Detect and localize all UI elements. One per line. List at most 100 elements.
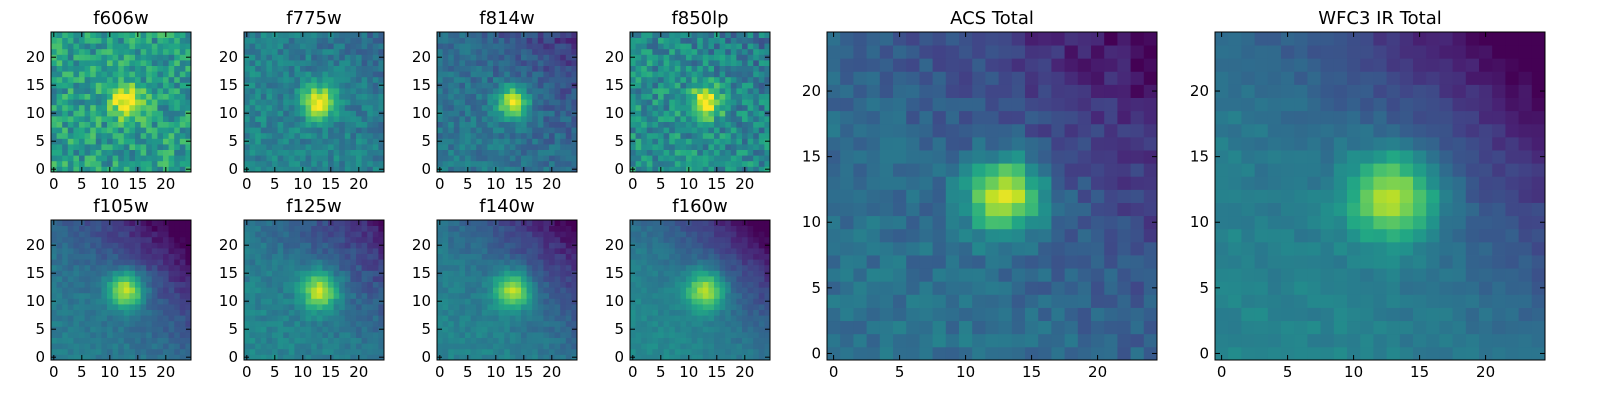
- image-cell: [708, 138, 715, 145]
- image-cell: [107, 304, 113, 310]
- image-cell: [730, 60, 737, 66]
- image-cell: [101, 32, 108, 38]
- image-cell: [669, 138, 676, 145]
- image-cell: [481, 332, 488, 338]
- image-cell: [526, 242, 533, 249]
- image-cell: [526, 231, 533, 238]
- image-cell: [277, 144, 284, 150]
- image-cell: [51, 343, 57, 350]
- image-cell: [168, 270, 175, 277]
- image-cell: [680, 166, 687, 173]
- image-cell: [708, 88, 715, 94]
- image-cell: [736, 104, 743, 111]
- image-cell: [129, 287, 136, 294]
- image-cell: [67, 343, 74, 350]
- image-cell: [758, 309, 765, 316]
- image-cell: [79, 309, 85, 316]
- image-cell: [361, 354, 368, 361]
- image-cell: [339, 264, 346, 271]
- image-cell: [504, 82, 511, 89]
- image-cell: [442, 326, 449, 333]
- image-cell: [283, 127, 290, 134]
- image-cell: [277, 348, 284, 355]
- image-cell: [151, 259, 158, 266]
- image-cell: [691, 127, 698, 134]
- image-cell: [669, 37, 676, 44]
- image-cell: [168, 298, 175, 305]
- image-cell: [686, 110, 692, 117]
- image-cell: [322, 48, 329, 55]
- image-cell: [146, 104, 153, 111]
- image-cell: [67, 121, 74, 128]
- image-cell: [361, 281, 368, 288]
- image-cell: [725, 93, 732, 100]
- image-cell: [90, 281, 97, 288]
- image-cell: [652, 48, 659, 55]
- image-cell: [487, 354, 494, 361]
- image-cell: [532, 292, 539, 299]
- image-cell: [641, 354, 648, 361]
- image-cell: [356, 315, 362, 322]
- image-cell: [543, 320, 550, 327]
- image-cell: [311, 287, 318, 294]
- image-cell: [84, 76, 91, 83]
- image-cell: [476, 309, 483, 316]
- image-cell: [129, 43, 136, 50]
- image-cell: [151, 155, 158, 162]
- image-cell: [736, 60, 743, 66]
- image-cell: [652, 88, 659, 94]
- image-cell: [543, 76, 550, 83]
- image-cell: [67, 37, 74, 44]
- image-cell: [378, 264, 385, 271]
- image-cell: [168, 332, 175, 338]
- image-cell: [481, 144, 488, 150]
- image-cell: [367, 155, 374, 162]
- image-cell: [459, 253, 466, 260]
- image-cell: [470, 155, 477, 162]
- image-cell: [67, 236, 74, 243]
- image-cell: [481, 43, 488, 50]
- image-cell: [163, 292, 169, 299]
- image-cell: [646, 270, 653, 277]
- image-cell: [372, 88, 379, 94]
- image-cell: [537, 99, 544, 106]
- image-cell: [174, 99, 181, 106]
- image-cell: [736, 315, 743, 322]
- image-cell: [498, 287, 505, 294]
- image-cell: [84, 65, 91, 72]
- x-tick-label: 15: [321, 363, 340, 381]
- image-cell: [509, 287, 516, 294]
- image-cell: [641, 304, 648, 310]
- image-cell: [543, 127, 550, 134]
- image-cell: [123, 287, 130, 294]
- image-cell: [361, 104, 368, 111]
- image-cell: [532, 88, 539, 94]
- image-cell: [249, 166, 256, 173]
- image-cell: [51, 127, 57, 134]
- image-cell: [140, 71, 147, 78]
- image-cell: [378, 65, 385, 72]
- image-cell: [453, 304, 460, 310]
- image-cell: [316, 337, 323, 344]
- image-cell: [442, 304, 449, 310]
- image-cell: [51, 121, 57, 128]
- image-cell: [277, 54, 284, 61]
- image-cell: [476, 248, 483, 254]
- image-cell: [515, 337, 522, 344]
- image-cell: [764, 281, 771, 288]
- image-cell: [543, 48, 550, 55]
- image-cell: [493, 160, 499, 167]
- image-cell: [730, 43, 737, 50]
- image-cell: [652, 160, 659, 167]
- image-cell: [101, 315, 108, 322]
- image-cell: [708, 54, 715, 61]
- image-cell: [532, 309, 539, 316]
- image-cell: [652, 110, 659, 117]
- image-cell: [702, 292, 709, 299]
- image-cell: [67, 281, 74, 288]
- image-cell: [107, 332, 113, 338]
- image-cell: [714, 43, 720, 50]
- image-cell: [277, 253, 284, 260]
- image-cell: [249, 309, 256, 316]
- image-cell: [272, 149, 278, 156]
